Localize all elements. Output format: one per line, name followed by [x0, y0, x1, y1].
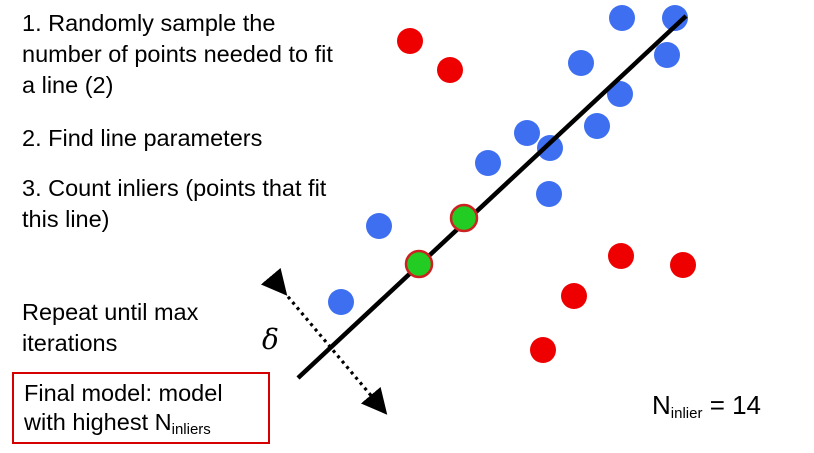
fitted-line [296, 14, 688, 380]
outlier-point [397, 28, 423, 54]
step-2-text: 2. Find line parameters [22, 125, 263, 151]
outlier-point [608, 243, 634, 269]
inlier-point [514, 120, 540, 146]
inlier-count: Ninlier = 14 [652, 390, 761, 422]
inlier-point [568, 50, 594, 76]
step-3-text: 3. Count inliers (points that fit this l… [22, 175, 327, 232]
final-model-text: Final model: model with highest N [24, 380, 223, 435]
inlier-count-subscript: inlier [670, 405, 703, 422]
outlier-point [670, 252, 696, 278]
inlier-point [475, 150, 501, 176]
inlier-point [366, 213, 392, 239]
inlier-point [584, 113, 610, 139]
sampled-point [449, 203, 479, 233]
step-1-text: 1. Randomly sample the number of points … [22, 10, 333, 98]
inlier-count-value: = 14 [702, 390, 762, 420]
dotted-double-arrow-icon [260, 267, 388, 415]
inlier-point [662, 5, 688, 31]
outlier-point [530, 337, 556, 363]
inlier-point [609, 5, 635, 31]
sampled-point [404, 249, 434, 279]
inlier-count-base: N [652, 390, 671, 420]
sample-layer [404, 203, 479, 279]
inlier-point [537, 135, 563, 161]
inlier-point [654, 42, 680, 68]
final-model-subscript: inliers [171, 421, 211, 438]
inlier-point [607, 81, 633, 107]
inlier-point [328, 289, 354, 315]
outlier-point [437, 57, 463, 83]
inlier-point [536, 181, 562, 207]
outlier-point [561, 283, 587, 309]
repeat-text: Repeat until max iterations [22, 299, 199, 356]
